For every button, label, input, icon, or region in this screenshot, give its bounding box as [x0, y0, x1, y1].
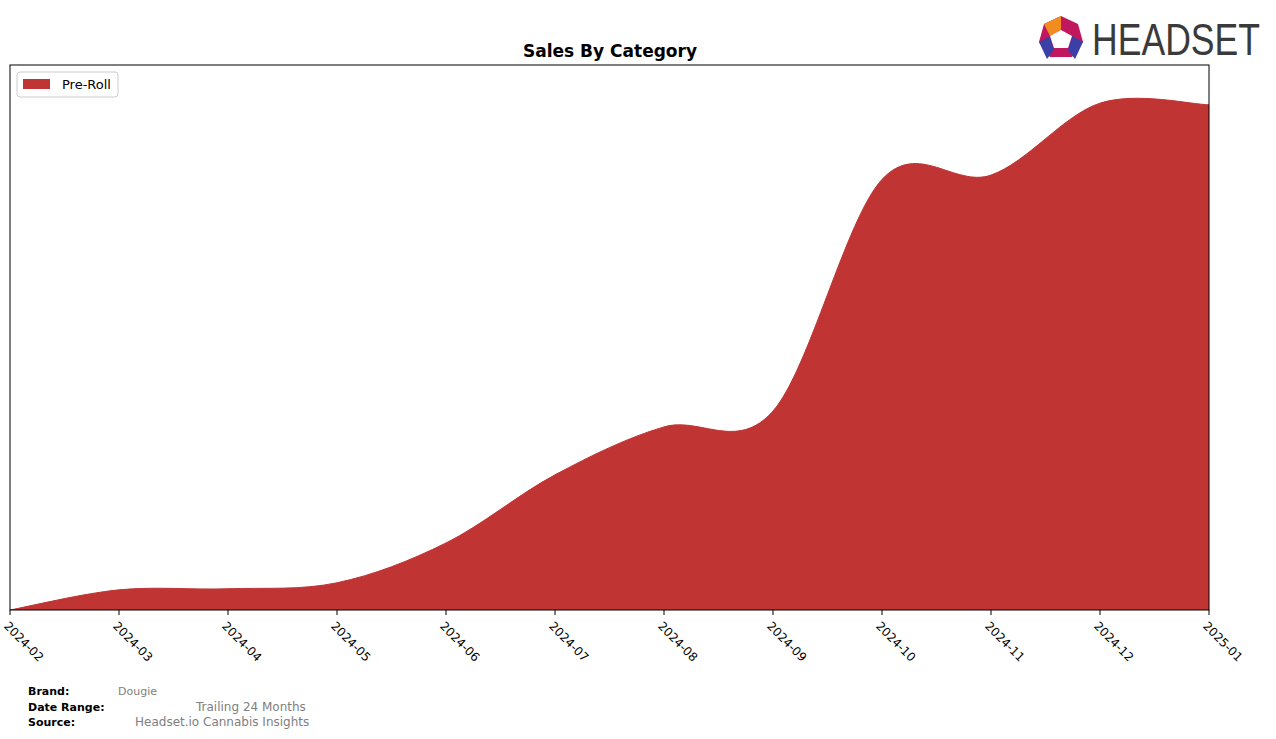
footer-label: Source: — [28, 716, 75, 729]
x-tick — [119, 610, 120, 615]
logo-icon — [1050, 30, 1072, 48]
x-tick — [555, 610, 556, 615]
title: Sales By Category — [523, 41, 697, 61]
footer-label: Date Range: — [28, 701, 105, 714]
x-tick-label: 2024-03 — [110, 619, 155, 664]
x-tick — [664, 610, 665, 615]
x-tick-label: 2024-07 — [546, 619, 591, 664]
x-tick-label: 2024-06 — [437, 619, 482, 664]
x-tick-label: 2024-11 — [982, 619, 1027, 664]
x-tick-label: 2025-01 — [1200, 619, 1245, 664]
footer-value: Headset.io Cannabis Insights — [135, 715, 309, 729]
plot-area — [10, 98, 1209, 610]
legend: Pre-Roll — [17, 72, 118, 97]
area-series — [10, 98, 1209, 610]
x-tick — [1209, 610, 1210, 615]
x-tick — [446, 610, 447, 615]
x-tick-label: 2024-04 — [219, 619, 264, 664]
x-tick — [1100, 610, 1101, 615]
x-tick — [773, 610, 774, 615]
x-tick — [882, 610, 883, 615]
logo-text: HEADSET — [1092, 15, 1260, 64]
x-tick-label: 2024-12 — [1091, 619, 1136, 664]
legend-label: Pre-Roll — [62, 77, 111, 92]
x-tick-label: 2024-05 — [328, 619, 373, 664]
x-tick — [337, 610, 338, 615]
x-tick-label: 2024-10 — [873, 619, 918, 664]
legend-box — [17, 72, 118, 97]
footer-label: Brand: — [28, 685, 69, 698]
plot-frame — [10, 65, 1209, 610]
x-tick — [228, 610, 229, 615]
x-tick-label: 2024-02 — [1, 619, 46, 664]
x-tick-label: 2024-09 — [764, 619, 809, 664]
chart: Sales By Category 2024-02 2024-03 2024-04 20… — [0, 0, 1276, 739]
x-tick-label: 2024-08 — [655, 619, 700, 664]
footer-value: Dougie — [118, 685, 157, 698]
legend-swatch — [23, 79, 50, 89]
x-tick — [991, 610, 992, 615]
x-tick — [10, 610, 11, 615]
logo: HEADSET — [1039, 15, 1260, 64]
footer-value: Trailing 24 Months — [195, 700, 306, 714]
